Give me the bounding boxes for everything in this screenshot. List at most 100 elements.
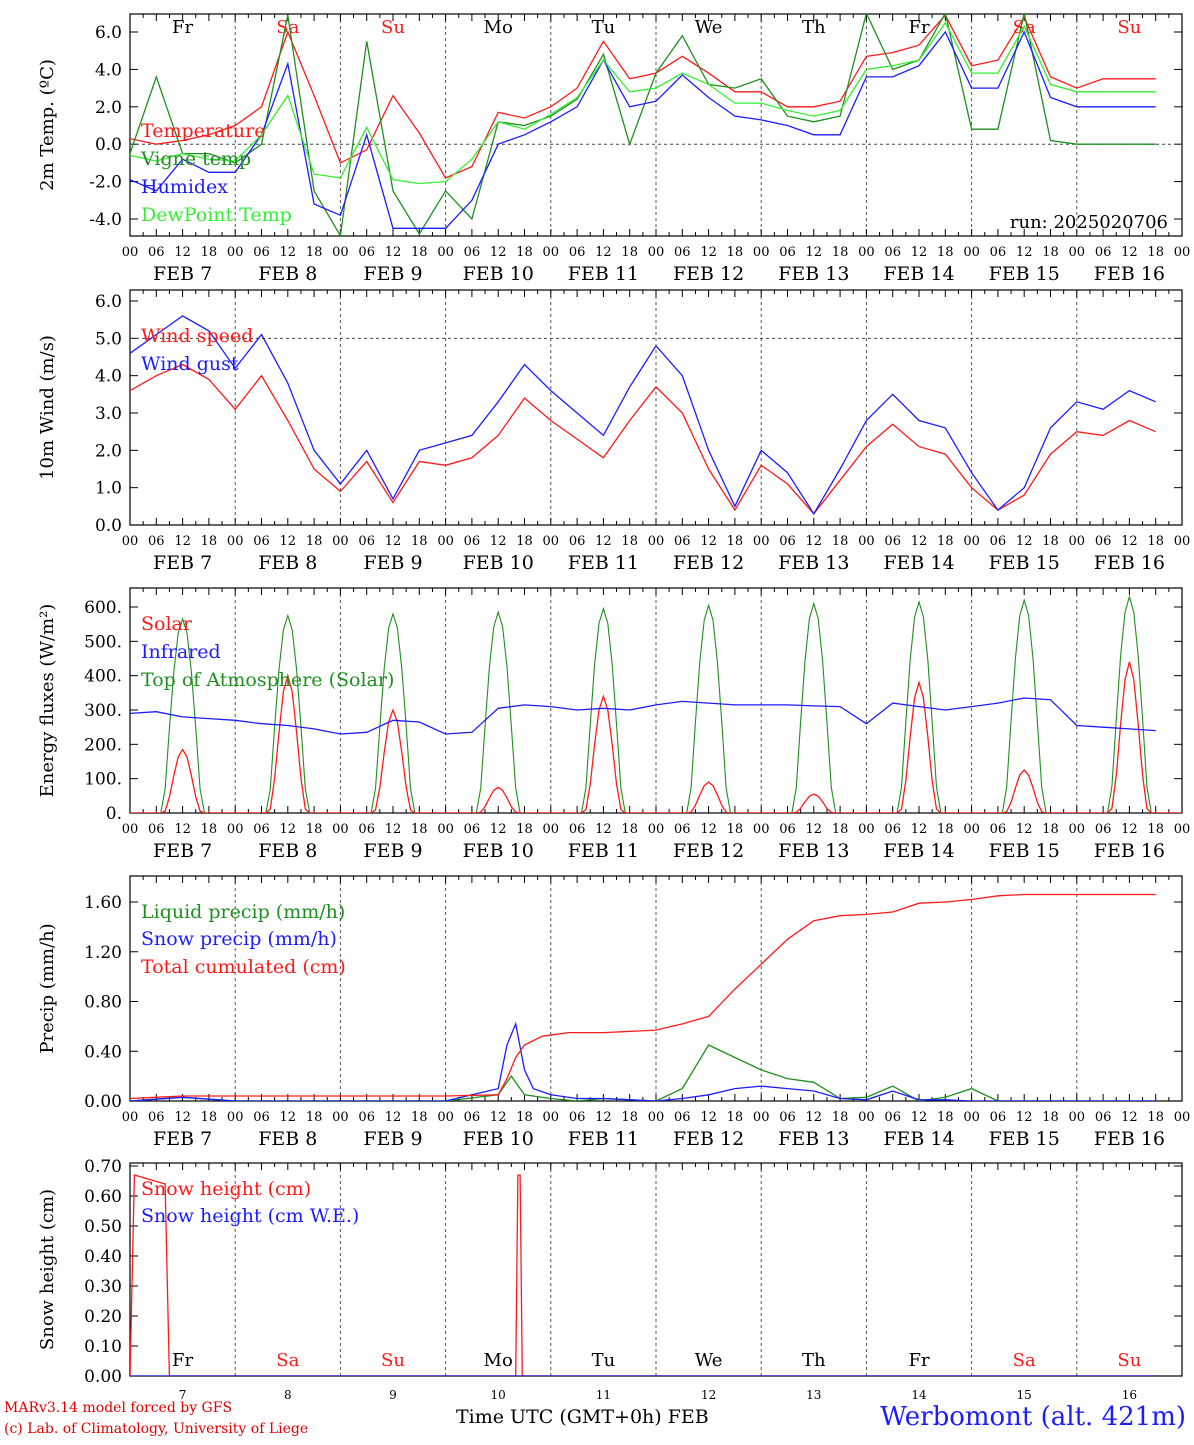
- panel-3: 600. 500. 400. 300. 200. 100. 0. Energy fluxes …: [37, 587, 1190, 862]
- hour-tick-label: 12: [1016, 245, 1033, 260]
- y-tick-label: 0.50: [84, 1217, 122, 1237]
- date-label: FEB 9: [363, 552, 422, 574]
- hour-tick-label: 00: [543, 1110, 560, 1125]
- day-number-label: 15: [1017, 1388, 1032, 1402]
- y-tick-label: 6.0: [95, 23, 122, 43]
- hour-tick-label: 18: [516, 245, 533, 260]
- hour-tick-label: 12: [1121, 534, 1138, 549]
- y-tick-label: 0.70: [84, 1157, 122, 1177]
- hour-tick-label: 18: [937, 1110, 954, 1125]
- day-name-label: Sa: [1013, 1350, 1036, 1371]
- hour-tick-label: 12: [911, 245, 928, 260]
- hour-tick-label: 00: [963, 1110, 980, 1125]
- hour-tick-label: 12: [1016, 1110, 1033, 1125]
- date-label: FEB 7: [153, 552, 212, 574]
- day-number-label: 7: [179, 1388, 187, 1402]
- hour-tick-label: 06: [674, 1110, 691, 1125]
- legend-entry: Snow precip (mm/h): [141, 928, 337, 950]
- hour-tick-label: 00: [122, 534, 139, 549]
- hour-tick-label: 12: [595, 534, 612, 549]
- date-label: FEB 11: [568, 840, 639, 862]
- hour-tick-label: 18: [832, 534, 849, 549]
- series-line-total-cumulated-cm-: [130, 893, 1156, 1100]
- date-label: FEB 11: [568, 1128, 639, 1150]
- day-number-label: 9: [389, 1388, 397, 1402]
- hour-tick-label: 12: [490, 822, 507, 837]
- hour-tick-label: 18: [621, 822, 638, 837]
- y-tick-label: 200.: [84, 735, 122, 755]
- y-tick-label: 0.00: [84, 1092, 122, 1112]
- hour-tick-label: 18: [1042, 822, 1059, 837]
- hour-tick-label: 00: [227, 1110, 244, 1125]
- hour-tick-label: 12: [280, 245, 297, 260]
- hour-tick-label: 18: [201, 245, 218, 260]
- run-label: run: 2025020706: [1010, 212, 1168, 233]
- series-line-wind-speed: [130, 363, 1156, 515]
- hour-tick-label: 06: [358, 1110, 375, 1125]
- hour-tick-label: 00: [437, 534, 454, 549]
- hour-tick-label: 00: [122, 245, 139, 260]
- hour-tick-label: 06: [884, 245, 901, 260]
- hour-tick-label: 18: [937, 822, 954, 837]
- day-name-label: Mo: [484, 17, 513, 38]
- y-tick-label: 0.80: [84, 993, 122, 1013]
- hour-tick-label: 06: [464, 534, 481, 549]
- hour-tick-label: 12: [911, 822, 928, 837]
- day-name-label: Th: [802, 1350, 826, 1371]
- hour-tick-label: 00: [858, 1110, 875, 1125]
- hour-tick-label: 06: [884, 534, 901, 549]
- hour-tick-label: 12: [806, 245, 823, 260]
- hour-tick-label: 06: [990, 1110, 1007, 1125]
- hour-tick-label: 06: [569, 534, 586, 549]
- hour-tick-label: 00: [332, 1110, 349, 1125]
- hour-tick-label: 18: [621, 1110, 638, 1125]
- y-axis-label: Snow height (cm): [37, 1189, 58, 1350]
- hour-tick-label: 12: [595, 822, 612, 837]
- hour-tick-label: 00: [122, 1110, 139, 1125]
- day-name-label: Fr: [908, 1350, 929, 1371]
- hour-tick-label: 06: [1095, 534, 1112, 549]
- hour-tick-label: 00: [543, 822, 560, 837]
- hour-tick-label: 06: [253, 245, 270, 260]
- legend-entry: Infrared: [141, 641, 221, 663]
- hour-tick-label: 18: [1042, 1110, 1059, 1125]
- date-label: FEB 9: [363, 263, 422, 285]
- model-credit-text: MARv3.14 model forced by GFS: [4, 1400, 233, 1416]
- y-axis-label: Energy fluxes (W/m²): [37, 604, 58, 798]
- hour-tick-label: 00: [963, 245, 980, 260]
- hour-tick-label: 18: [832, 1110, 849, 1125]
- series-line-dewpoint-temp: [130, 21, 1156, 185]
- hour-tick-label: 12: [490, 1110, 507, 1125]
- hour-tick-label: 18: [937, 534, 954, 549]
- y-tick-label: 600.: [84, 598, 122, 618]
- series-line-liquid-precip-mm-h-: [130, 1044, 1156, 1101]
- date-label: FEB 15: [989, 263, 1060, 285]
- hour-tick-label: 12: [1121, 245, 1138, 260]
- hour-tick-label: 00: [753, 1110, 770, 1125]
- series-line-solar: [130, 661, 1182, 813]
- hour-tick-label: 00: [858, 534, 875, 549]
- y-tick-label: 6.0: [95, 292, 122, 312]
- date-label: FEB 10: [463, 263, 534, 285]
- date-label: FEB 15: [989, 1128, 1060, 1150]
- hour-tick-label: 12: [595, 245, 612, 260]
- hour-tick-label: 18: [727, 245, 744, 260]
- hour-tick-label: 06: [779, 534, 796, 549]
- hour-tick-label: 18: [1042, 245, 1059, 260]
- legend-entry: Wind speed: [141, 325, 253, 347]
- day-number-label: 8: [284, 1388, 292, 1402]
- y-tick-label: 1.0: [95, 479, 122, 499]
- hour-tick-label: 06: [990, 822, 1007, 837]
- hour-tick-label: 00: [1174, 245, 1191, 260]
- hour-tick-label: 12: [806, 1110, 823, 1125]
- hour-tick-label: 06: [358, 245, 375, 260]
- legend-entry: Top of Atmosphere (Solar): [141, 669, 394, 691]
- hour-tick-label: 00: [227, 245, 244, 260]
- hour-tick-label: 12: [911, 534, 928, 549]
- y-tick-label: 4.0: [95, 367, 122, 387]
- hour-tick-label: 18: [411, 1110, 428, 1125]
- hour-tick-label: 12: [385, 245, 402, 260]
- hour-tick-label: 06: [884, 1110, 901, 1125]
- y-tick-label: 2.0: [95, 98, 122, 118]
